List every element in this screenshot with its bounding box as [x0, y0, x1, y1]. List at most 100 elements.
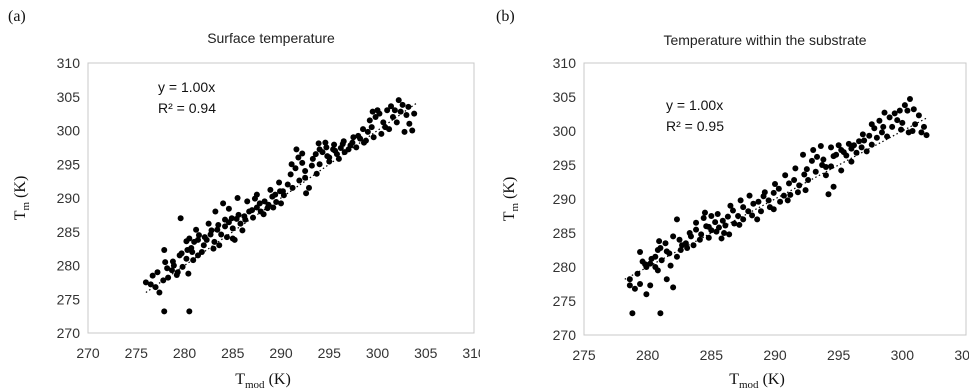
data-point — [853, 149, 860, 156]
data-point — [242, 216, 249, 223]
x-axis-label: Tmod (K) — [235, 371, 291, 390]
data-point — [923, 132, 930, 139]
data-point — [626, 276, 633, 283]
data-point — [868, 121, 875, 128]
data-point — [777, 198, 784, 205]
data-point — [183, 238, 190, 245]
data-point — [403, 111, 410, 118]
data-point — [791, 176, 798, 183]
data-point — [673, 253, 680, 260]
data-point — [313, 170, 320, 177]
data-point — [817, 142, 824, 149]
data-point — [231, 236, 238, 243]
data-point — [340, 138, 347, 145]
data-point — [260, 211, 267, 218]
data-point — [214, 226, 221, 233]
data-point — [289, 184, 296, 191]
data-point — [737, 197, 744, 204]
data-point — [878, 129, 885, 136]
chart-title: Surface temperature — [207, 30, 335, 46]
data-point — [223, 234, 230, 241]
data-point — [912, 121, 919, 128]
data-point — [749, 212, 756, 219]
data-point — [188, 244, 195, 251]
data-point — [326, 158, 333, 165]
x-tick-label: 275 — [572, 347, 596, 363]
x-tick-label: 295 — [827, 347, 851, 363]
x-tick-label: 280 — [173, 345, 197, 361]
data-point — [299, 150, 306, 157]
data-point — [667, 262, 674, 269]
y-tick-label: 300 — [57, 123, 81, 139]
data-point — [218, 231, 225, 238]
data-point — [891, 110, 898, 117]
plot-area — [87, 62, 475, 334]
data-point — [378, 130, 385, 137]
data-point — [372, 114, 379, 120]
data-point — [810, 147, 817, 154]
data-point — [701, 209, 708, 216]
data-point — [256, 200, 263, 207]
data-point — [656, 238, 663, 245]
data-point — [234, 195, 241, 201]
data-point — [637, 281, 644, 287]
data-point — [859, 131, 866, 138]
data-point — [399, 101, 406, 108]
data-point — [858, 144, 865, 151]
data-point — [360, 126, 367, 133]
data-point — [754, 216, 761, 223]
data-point — [845, 140, 852, 147]
y-axis-label: Tm (K) — [12, 176, 32, 221]
data-point — [901, 102, 908, 109]
data-point — [658, 257, 665, 264]
data-point — [284, 181, 291, 188]
data-point — [190, 257, 197, 264]
data-point — [309, 155, 316, 162]
data-point — [745, 208, 752, 215]
data-point — [369, 108, 376, 115]
data-point — [355, 132, 362, 139]
data-point — [183, 255, 190, 262]
data-point — [719, 217, 726, 224]
data-point — [722, 222, 729, 229]
data-point — [405, 103, 412, 110]
data-point — [391, 107, 398, 114]
data-point — [237, 220, 244, 227]
data-point — [393, 119, 400, 126]
data-point — [654, 247, 661, 253]
data-point — [684, 244, 691, 251]
y-tick-label: 300 — [553, 123, 577, 139]
data-point — [335, 155, 342, 162]
data-point — [160, 277, 167, 284]
data-point — [822, 164, 829, 171]
data-point — [899, 119, 906, 126]
r-squared-label: R² = 0.94 — [158, 100, 216, 116]
data-point — [714, 210, 721, 217]
y-tick-label: 310 — [57, 55, 81, 71]
data-point — [920, 123, 927, 130]
data-point — [794, 189, 801, 196]
data-point — [770, 189, 777, 196]
data-point — [409, 127, 416, 134]
data-point — [362, 137, 369, 144]
equation-label: y = 1.00x — [158, 79, 215, 95]
data-point — [838, 167, 845, 174]
y-tick-label: 280 — [553, 259, 577, 275]
data-point — [315, 140, 322, 147]
data-point — [906, 96, 913, 103]
data-point — [302, 174, 309, 181]
data-point — [350, 134, 357, 141]
data-point — [677, 247, 684, 253]
data-point — [876, 117, 883, 124]
y-tick-label: 275 — [57, 291, 81, 307]
data-point — [679, 242, 686, 249]
trendline — [145, 103, 417, 293]
data-point — [261, 198, 268, 205]
data-point — [382, 124, 389, 131]
x-tick-label: 305 — [954, 347, 969, 363]
y-tick-label: 295 — [553, 157, 577, 173]
data-point — [154, 269, 161, 276]
data-point — [910, 106, 917, 113]
data-point — [726, 231, 733, 238]
data-point — [786, 180, 793, 187]
